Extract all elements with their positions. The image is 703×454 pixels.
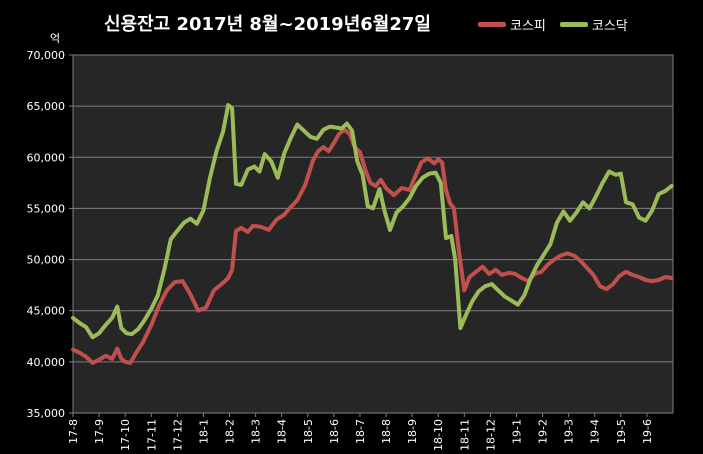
y-axis-unit-label: 억 — [50, 32, 61, 45]
x-tick-label: 17-8 — [67, 419, 80, 444]
legend-label-kospi: 코스피 — [510, 19, 546, 34]
legend: 코스피 코스닥 — [478, 15, 628, 34]
y-tick-label: 70,000 — [27, 49, 66, 62]
y-tick-label: 35,000 — [27, 407, 66, 420]
x-tick-label: 18-12 — [484, 419, 497, 451]
legend-swatch-kospi — [478, 22, 506, 27]
legend-item-kosdaq: 코스닥 — [559, 15, 628, 34]
x-tick-label: 17-10 — [119, 419, 132, 451]
legend-label-kosdaq: 코스닥 — [591, 19, 628, 34]
y-axis-ticks: 35,000 40,000 45,000 50,000 55,000 60,000 65,0… — [27, 49, 73, 420]
x-tick-label: 18-11 — [458, 419, 471, 451]
x-tick-label: 18-6 — [328, 419, 341, 444]
x-tick-label: 18-1 — [197, 419, 210, 444]
x-tick-label: 19-1 — [510, 419, 523, 444]
x-tick-label: 18-9 — [406, 419, 419, 444]
y-tick-label: 60,000 — [27, 151, 66, 164]
x-tick-label: 18-2 — [224, 419, 237, 444]
x-tick-label: 19-4 — [589, 419, 602, 444]
plot-area — [72, 54, 674, 414]
y-tick-label: 40,000 — [27, 356, 66, 369]
series-lines — [71, 103, 674, 365]
x-tick-label: 19-6 — [641, 419, 654, 444]
x-tick-label: 17-12 — [171, 419, 184, 451]
gridlines — [73, 105, 673, 363]
y-tick-label: 65,000 — [27, 100, 66, 113]
x-tick-label: 18-7 — [354, 419, 367, 444]
series-line-kospi — [71, 127, 674, 365]
legend-item-kospi: 코스피 — [478, 15, 546, 34]
x-tick-label: 19-5 — [615, 419, 628, 444]
x-tick-label: 18-8 — [380, 419, 393, 444]
series-line-kosdaq — [71, 103, 674, 340]
x-tick-label: 18-5 — [302, 419, 315, 444]
x-axis-ticks: 17-8 17-9 17-10 17-11 17-12 18-1 18-2 18-3 18-4 1… — [67, 413, 654, 451]
x-tick-label: 19-2 — [537, 419, 550, 444]
y-tick-label: 50,000 — [27, 254, 66, 267]
x-tick-label: 19-3 — [563, 419, 576, 444]
y-tick-label: 55,000 — [27, 202, 66, 215]
legend-swatch-kosdaq — [559, 22, 588, 27]
x-tick-label: 18-3 — [250, 419, 263, 444]
x-tick-label: 18-4 — [276, 419, 289, 444]
x-tick-label: 18-10 — [432, 419, 445, 451]
x-tick-label: 17-9 — [93, 419, 106, 444]
chart-title: 신용잔고 2017년 8월~2019년6월27일 — [104, 14, 431, 35]
x-tick-label: 17-11 — [145, 419, 158, 451]
y-tick-label: 45,000 — [27, 305, 66, 318]
